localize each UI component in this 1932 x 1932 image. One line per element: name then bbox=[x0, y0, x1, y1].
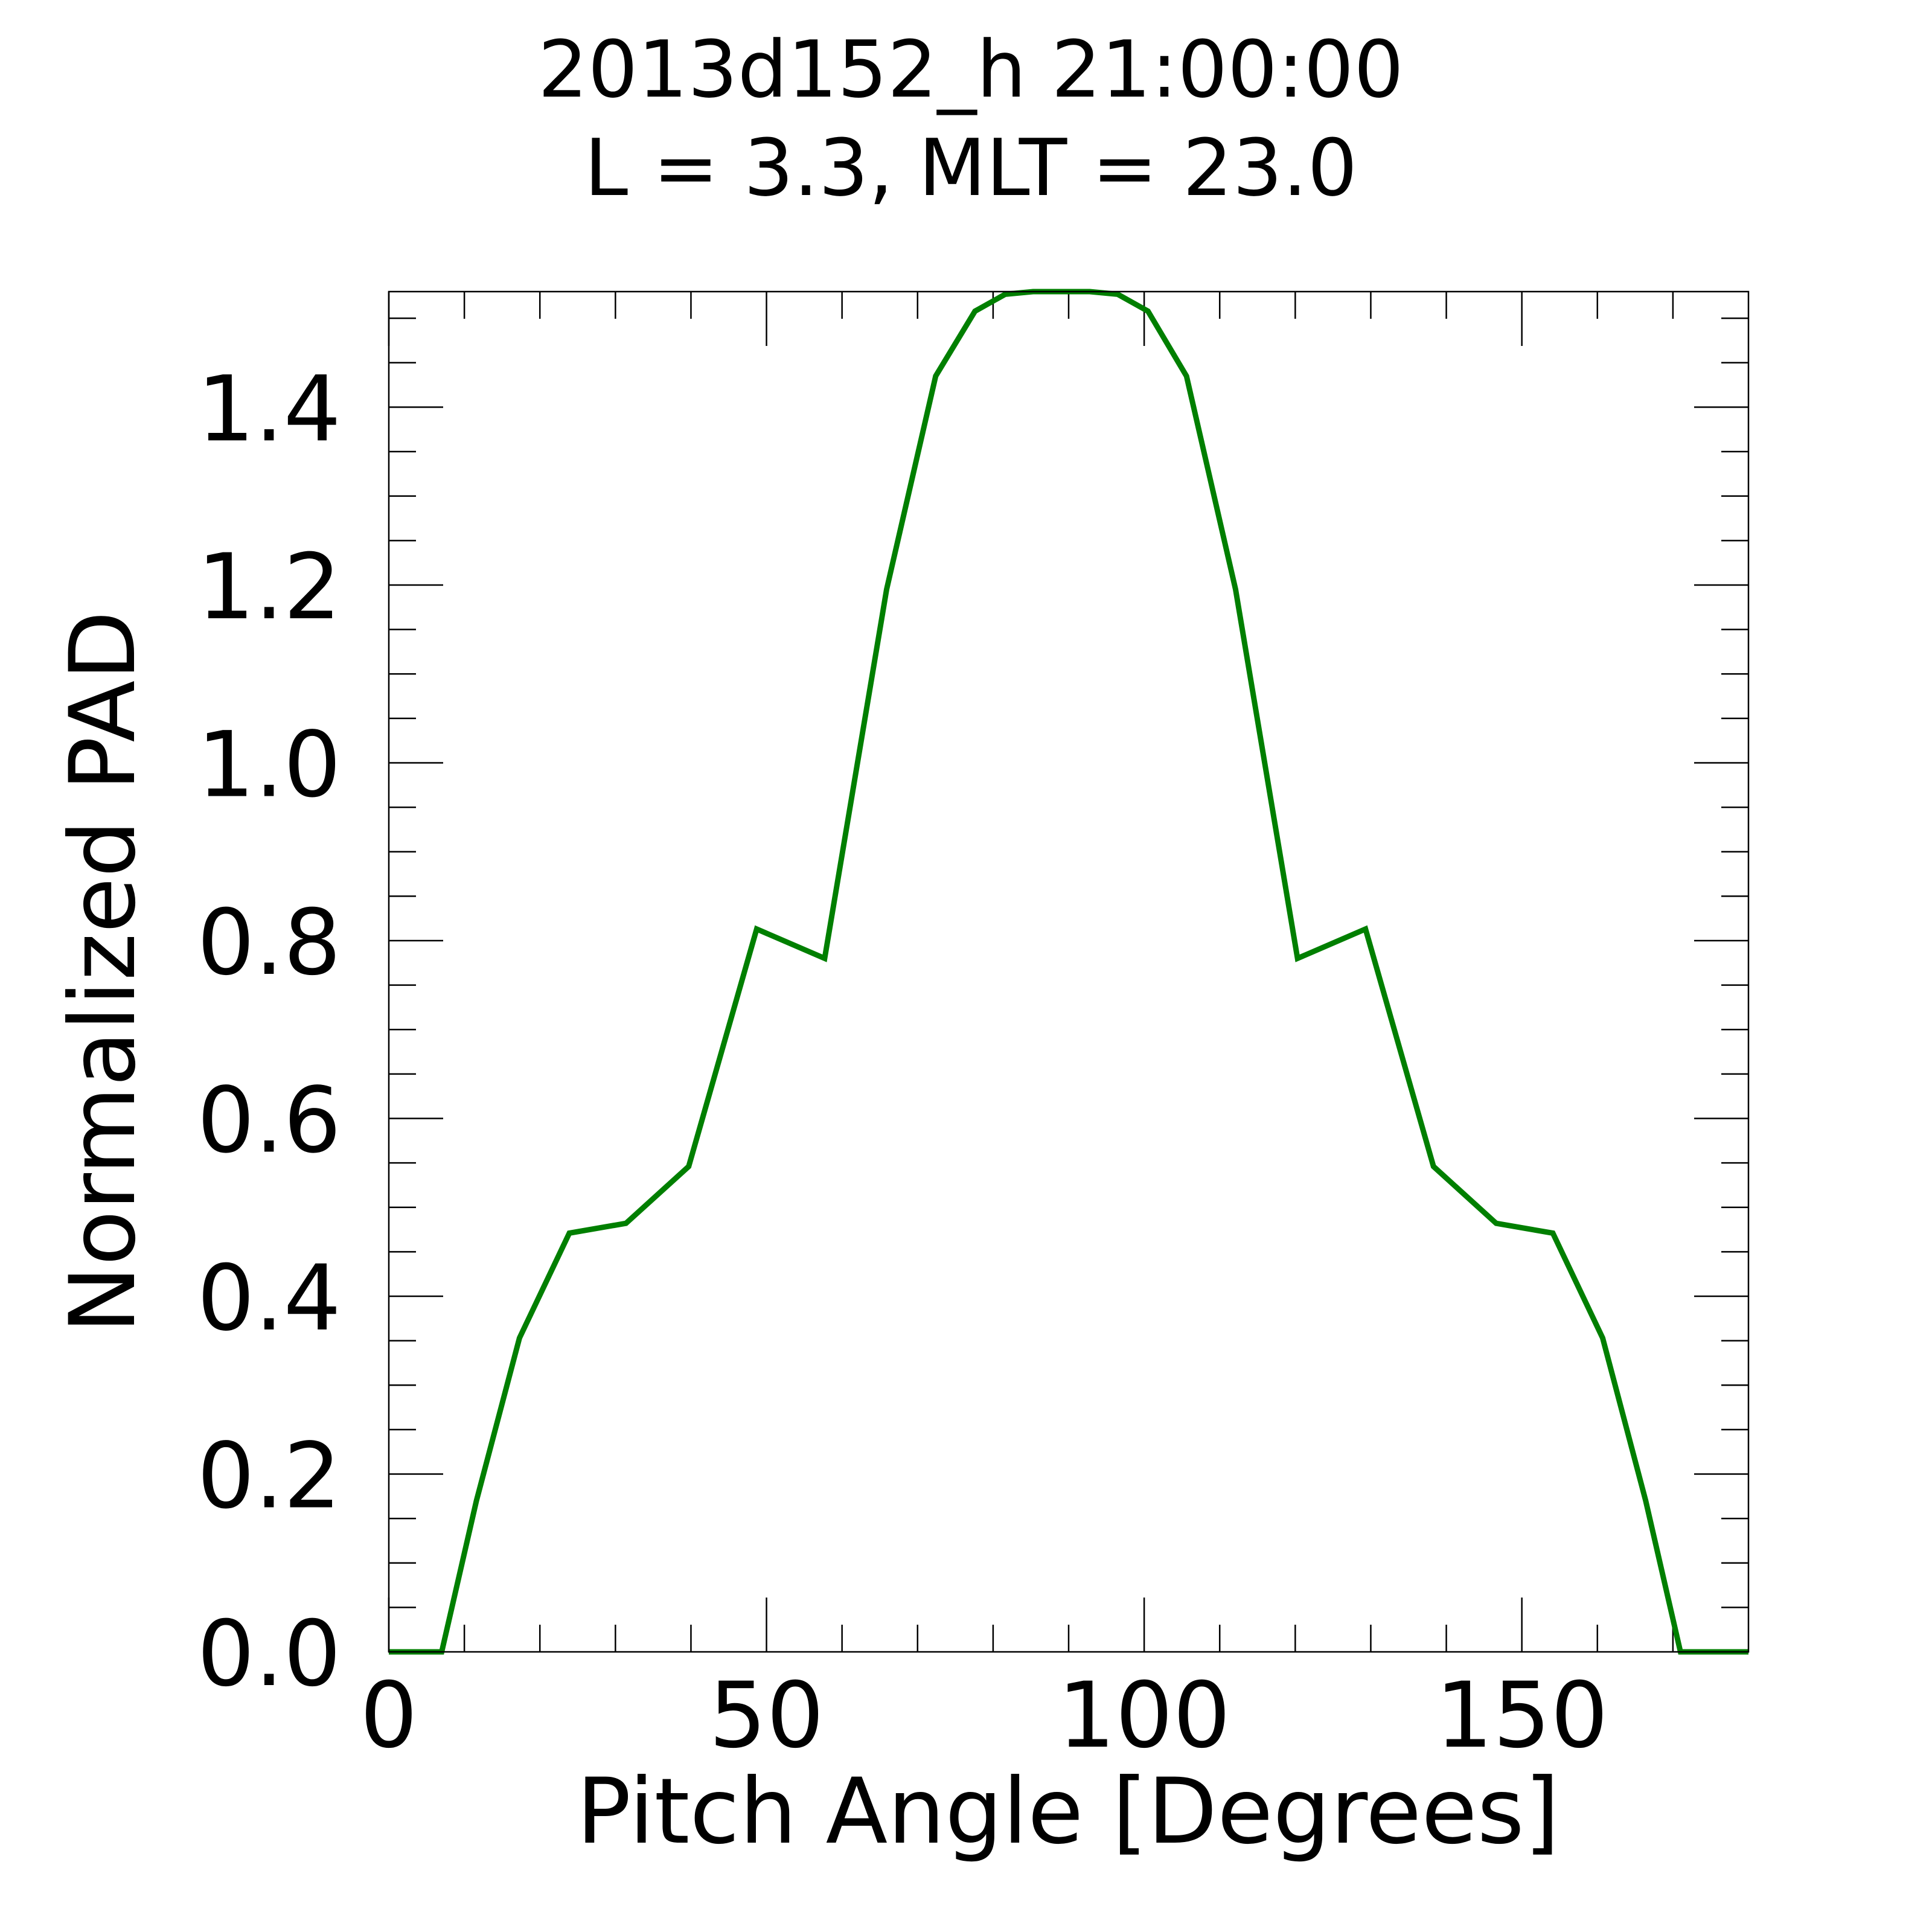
y-tick-labels: 0.0 0.2 0.4 0.6 0.8 1.0 1.2 1.4 bbox=[197, 357, 341, 1707]
chart-subtitle: L = 3.3, MLT = 23.0 bbox=[584, 122, 1358, 214]
x-tick-labels: 0 50 100 150 bbox=[360, 1663, 1608, 1768]
y-tick-label: 1.4 bbox=[197, 357, 341, 462]
y-tick-label: 0.6 bbox=[197, 1068, 341, 1173]
series-group bbox=[389, 289, 1748, 1655]
x-tick-label: 50 bbox=[709, 1663, 824, 1768]
minor-ticks bbox=[389, 292, 1748, 1652]
major-ticks bbox=[388, 292, 1748, 1653]
plot-frame bbox=[388, 290, 1750, 1653]
y-tick-label: 0.8 bbox=[197, 891, 341, 996]
y-tick-label: 0.2 bbox=[197, 1424, 341, 1529]
y-axis-label: Normalized PAD bbox=[51, 610, 156, 1333]
series-line bbox=[389, 289, 1748, 1655]
y-tick-label: 0.4 bbox=[197, 1246, 341, 1351]
y-tick-label: 0.0 bbox=[197, 1602, 341, 1707]
y-tick-label: 1.2 bbox=[197, 535, 341, 640]
x-tick-label: 150 bbox=[1436, 1663, 1608, 1768]
y-tick-label: 1.0 bbox=[197, 712, 341, 817]
x-tick-label: 100 bbox=[1058, 1663, 1230, 1768]
x-axis-label: Pitch Angle [Degrees] bbox=[577, 1759, 1560, 1864]
chart-title: 2013d152_h 21:00:00 bbox=[538, 24, 1404, 115]
x-tick-label: 0 bbox=[360, 1663, 417, 1768]
